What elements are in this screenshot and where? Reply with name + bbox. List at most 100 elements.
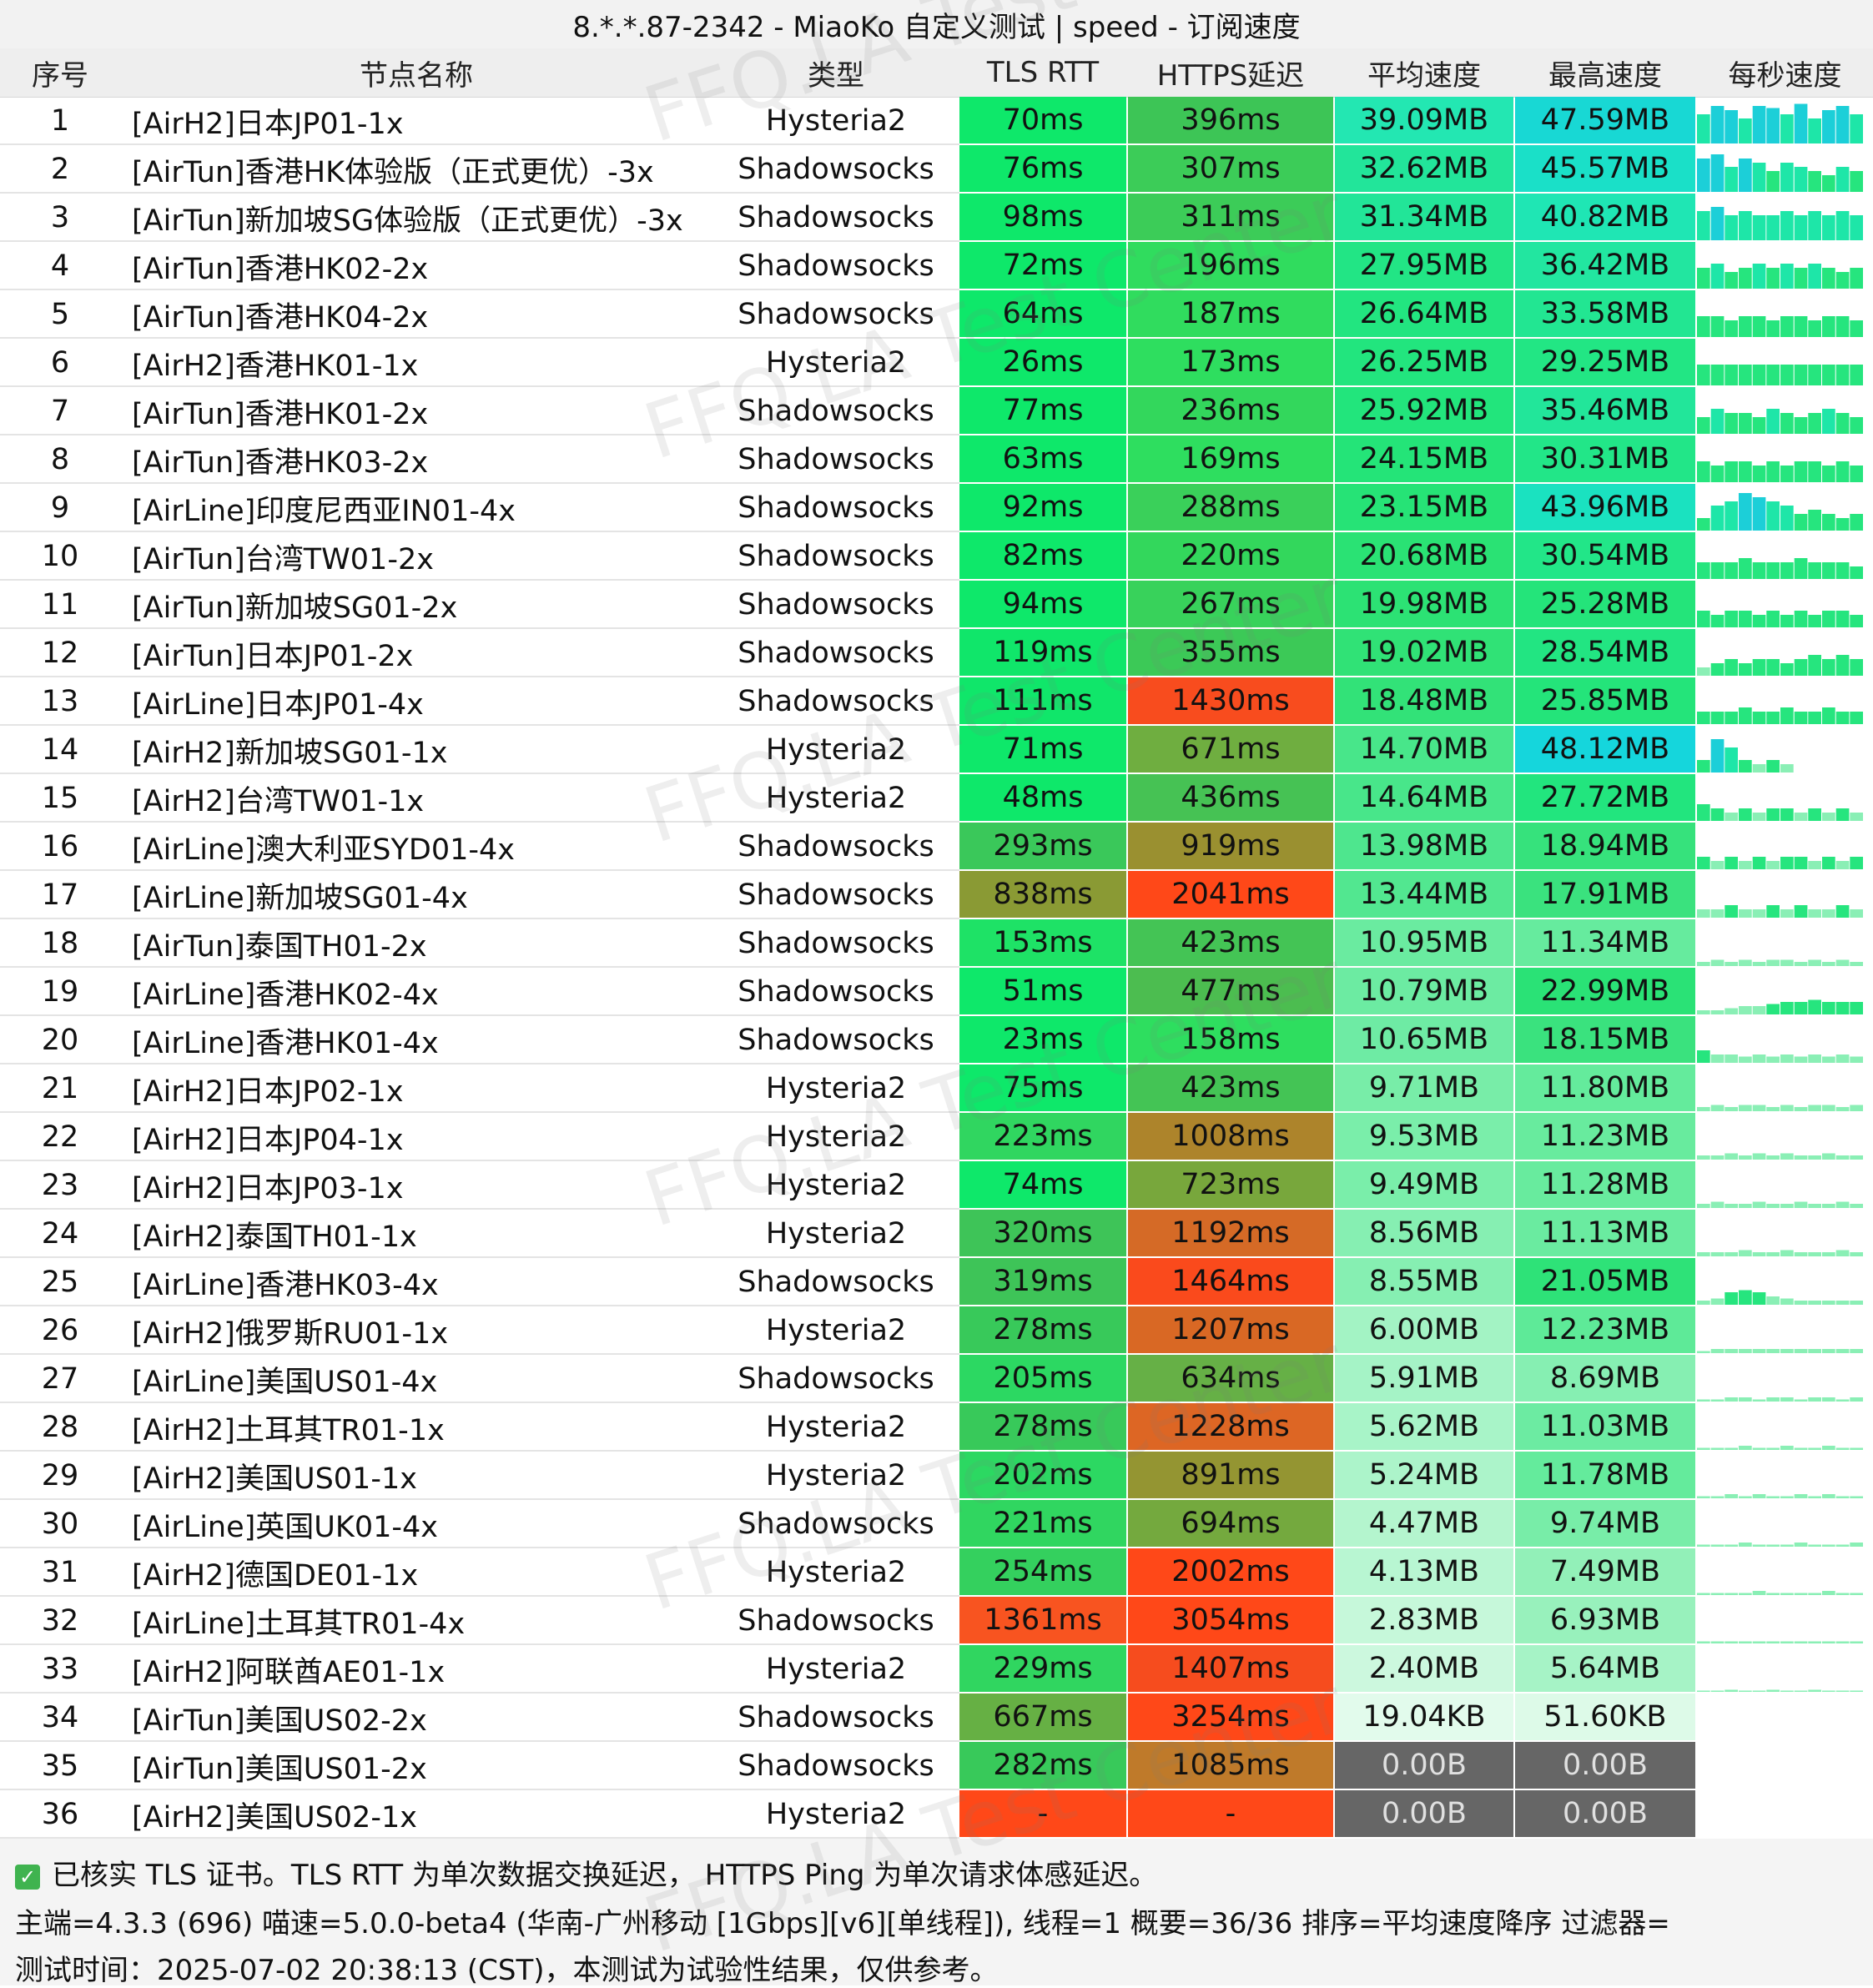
tls-rtt-cell: 293ms [959, 823, 1126, 869]
table-row: 7 [AirTun]香港HK01-2x Shadowsocks 77ms 236ms 25… [0, 387, 1873, 435]
sparkline-bar [1794, 905, 1808, 918]
row-index: 8 [50, 443, 70, 476]
sparkline-bar [1739, 1496, 1752, 1498]
tls-rtt-cell: 76ms [959, 145, 1126, 192]
sparkline-bar [1710, 316, 1724, 337]
sparkline-bar [1794, 712, 1808, 724]
https-latency-cell: 2041ms [1128, 871, 1333, 918]
row-index: 22 [41, 1120, 79, 1154]
tls-rtt-cell: 202ms [959, 1452, 1126, 1498]
per-second-speed-sparkline [1697, 97, 1873, 145]
sparkline-bar [1724, 1689, 1738, 1692]
node-type: Shadowsocks [738, 540, 934, 573]
avg-speed-cell: 4.47MB [1335, 1500, 1513, 1547]
sparkline-bar [1822, 707, 1835, 724]
sparkline-bar [1766, 1641, 1780, 1643]
sparkline-bar [1739, 861, 1752, 869]
node-name: [AirLine]澳大利亚SYD01-4x [132, 833, 515, 867]
sparkline-bar [1710, 154, 1724, 192]
row-divider [0, 1160, 959, 1161]
sparkline-bar [1766, 1397, 1780, 1402]
per-second-speed-sparkline [1697, 1258, 1873, 1306]
sparkline-bar [1780, 1153, 1794, 1160]
avg-speed-cell: 26.64MB [1335, 290, 1513, 337]
node-name: [AirTun]新加坡SG体验版（正式更优）-3x [132, 204, 683, 238]
node-name: [AirTun]新加坡SG01-2x [132, 591, 458, 625]
sparkline-bar [1739, 1250, 1752, 1256]
sparkline-bar [1835, 518, 1850, 531]
node-name: [AirLine]日本JP01-4x [132, 687, 424, 722]
node-name: [AirH2]美国US01-1x [132, 1462, 417, 1496]
sparkline-bar [1794, 365, 1808, 385]
sparkline-bar [1710, 663, 1724, 676]
per-second-speed-sparkline [1697, 1210, 1873, 1258]
sparkline-chart [1697, 1050, 1863, 1063]
sparkline-chart [1697, 999, 1863, 1014]
sparkline-bar [1710, 365, 1724, 385]
sparkline-bar [1808, 1641, 1821, 1643]
row-index: 34 [41, 1701, 79, 1734]
tls-rtt-cell: 64ms [959, 290, 1126, 337]
avg-speed-cell: 14.70MB [1335, 726, 1513, 773]
sparkline-bar [1724, 365, 1738, 385]
sparkline-bar [1835, 655, 1850, 676]
max-speed-cell: 51.60KB [1515, 1694, 1695, 1740]
sparkline-bar [1822, 1641, 1835, 1643]
sparkline-bar [1835, 461, 1850, 482]
sparkline-bar [1752, 316, 1766, 337]
table-row: 30 [AirLine]英国UK01-4x Shadowsocks 221ms 694m… [0, 1500, 1873, 1548]
per-second-speed-sparkline [1697, 919, 1873, 968]
max-speed-cell: 47.59MB [1515, 97, 1695, 143]
avg-speed-cell: 8.55MB [1335, 1258, 1513, 1305]
sparkline-bar [1794, 1155, 1808, 1160]
sparkline-bar [1739, 611, 1752, 627]
row-index: 33 [41, 1653, 79, 1686]
sparkline-bar [1822, 1002, 1835, 1014]
row-index: 5 [50, 298, 70, 331]
node-name: [AirH2]日本JP01-1x [132, 107, 404, 141]
sparkline-bar [1794, 1399, 1808, 1402]
sparkline-bar [1822, 1544, 1835, 1547]
row-divider [0, 966, 959, 968]
footer-test-time: 测试时间：2025-07-02 20:38:13 (CST)，本测试为试验性结果… [15, 1954, 999, 1987]
node-type: Shadowsocks [738, 927, 934, 960]
sparkline-bar [1724, 747, 1738, 773]
sparkline-bar [1835, 1399, 1850, 1402]
sparkline-bar [1739, 268, 1752, 289]
sparkline-bar [1697, 760, 1710, 773]
node-name: [AirTun]香港HK03-2x [132, 445, 429, 480]
sparkline-bar [1724, 962, 1738, 966]
tls-rtt-cell: 667ms [959, 1694, 1126, 1740]
sparkline-bar [1835, 316, 1850, 337]
sparkline-bar [1766, 1544, 1780, 1547]
sparkline-bar [1780, 316, 1794, 337]
table-row: 21 [AirH2]日本JP02-1x Hysteria2 75ms 423ms 9.71… [0, 1064, 1873, 1113]
sparkline-bar [1835, 272, 1850, 289]
sparkline-bar [1766, 1447, 1780, 1450]
row-index: 27 [41, 1362, 79, 1396]
sparkline-bar [1752, 1153, 1766, 1160]
https-latency-cell: 236ms [1128, 387, 1333, 434]
report-title: 8.*.*.87-2342 - MiaoKo 自定义测试 | speed - 订… [0, 0, 1873, 49]
sparkline-bar [1697, 365, 1710, 385]
sparkline-bar [1850, 962, 1863, 966]
node-type: Hysteria2 [765, 1459, 907, 1492]
sparkline-bar [1822, 1301, 1835, 1305]
sparkline-bar [1835, 808, 1850, 821]
node-name: [AirH2]香港HK01-1x [132, 349, 419, 383]
sparkline-bar [1697, 211, 1710, 240]
sparkline-bar [1697, 1447, 1710, 1450]
max-speed-cell: 11.03MB [1515, 1403, 1695, 1450]
table-row: 28 [AirH2]土耳其TR01-1x Hysteria2 278ms 1228ms 5… [0, 1403, 1873, 1452]
max-speed-cell: 9.74MB [1515, 1500, 1695, 1547]
max-speed-cell: 21.05MB [1515, 1258, 1695, 1305]
sparkline-bar [1850, 417, 1863, 434]
table-row: 15 [AirH2]台湾TW01-1x Hysteria2 48ms 436ms 14.6… [0, 774, 1873, 823]
sparkline-bar [1835, 413, 1850, 434]
sparkline-bar [1822, 1056, 1835, 1063]
sparkline-bar [1724, 110, 1738, 143]
sparkline-bar [1766, 905, 1780, 918]
table-row: 11 [AirTun]新加坡SG01-2x Shadowsocks 94ms 267ms… [0, 581, 1873, 629]
sparkline-bar [1808, 320, 1821, 337]
sparkline-bar [1710, 1252, 1724, 1256]
